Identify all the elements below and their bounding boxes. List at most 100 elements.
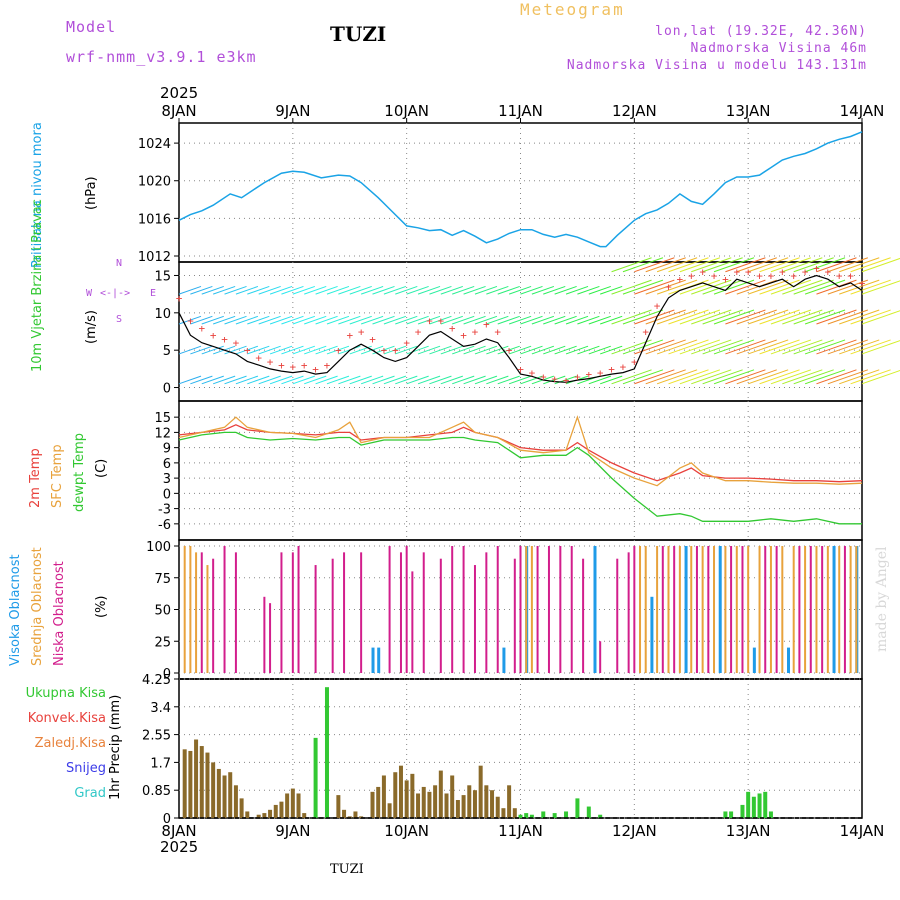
wind-gust-mark: + <box>244 344 251 357</box>
wind-barb <box>725 339 766 355</box>
wind-barb <box>235 315 259 325</box>
precip-bar <box>199 746 204 818</box>
precip-bar <box>398 765 403 818</box>
cloud-bar <box>684 546 688 673</box>
precip-bar <box>507 785 512 818</box>
wind-barb <box>224 315 247 325</box>
wind-barb <box>748 369 789 385</box>
wind-gust-mark: + <box>198 322 205 335</box>
precip-bar <box>495 796 500 818</box>
wind-barb <box>804 369 846 385</box>
wind-barb <box>645 369 686 385</box>
wind-barb <box>258 315 281 325</box>
wind-barb <box>850 309 891 325</box>
wind-gust-mark: + <box>267 355 274 368</box>
wind-gust-mark: + <box>654 299 661 312</box>
wind-barb <box>736 309 777 325</box>
wind-barb <box>190 375 213 385</box>
wind-gust-mark: + <box>506 344 513 357</box>
wind-gust-mark: + <box>551 373 558 386</box>
precip-bar <box>347 816 352 818</box>
wind-barb <box>713 369 755 385</box>
wind-barb <box>702 339 743 355</box>
wind-barb <box>793 369 834 385</box>
cloud-bar <box>360 552 363 673</box>
precip-bar <box>353 811 358 818</box>
wind-barb <box>816 309 857 325</box>
wind-barb <box>360 285 384 295</box>
precip-tick-label: 2.55 <box>142 729 171 744</box>
wind-barb <box>315 315 338 325</box>
wind-barb <box>338 315 361 325</box>
cloud-bar <box>502 647 506 673</box>
precip-bar <box>404 780 409 818</box>
wind-gust-mark: + <box>688 269 695 282</box>
wind-barb <box>770 279 812 295</box>
time-label-bottom: 14JAN <box>840 822 885 840</box>
wind-barb <box>486 285 509 295</box>
wind-barb <box>452 345 475 355</box>
wind-barb <box>543 345 566 355</box>
wind-barb <box>178 375 202 385</box>
cloud-bar <box>724 546 727 673</box>
wind-gust-mark: + <box>221 333 228 346</box>
wind-barb <box>645 279 686 295</box>
cloud-bar <box>593 546 597 673</box>
wind-barb <box>543 375 566 385</box>
cloud-bar <box>473 565 476 673</box>
wind-barb <box>782 257 823 273</box>
wind-barb <box>827 339 869 355</box>
wind-barb <box>235 345 259 355</box>
cloud-bar <box>730 546 733 673</box>
precip-bar <box>387 803 392 818</box>
wind-barb <box>668 309 709 325</box>
wind-barb <box>770 309 812 325</box>
cloud-bar <box>547 546 550 673</box>
wind-gust-mark: + <box>677 273 684 286</box>
wind-barb <box>839 279 880 295</box>
wind-barb <box>691 339 732 355</box>
time-label-top: 9JAN <box>275 102 310 120</box>
wind-gust-mark: + <box>312 363 319 376</box>
wind-barb <box>804 279 846 295</box>
time-label-top: 13JAN <box>726 102 771 120</box>
precip-bar <box>194 739 199 818</box>
cloud-bar <box>838 546 841 673</box>
cloud-bar <box>223 546 226 673</box>
wind-barb <box>315 375 338 385</box>
precip-bar <box>427 791 432 818</box>
wind-gust-mark: + <box>563 374 570 387</box>
wind-barb <box>190 315 213 325</box>
wind-barb <box>588 315 611 325</box>
cloud-bar <box>815 546 818 673</box>
wind-barb <box>463 315 486 325</box>
precip-bar <box>450 775 455 818</box>
precip-bar <box>552 813 557 818</box>
cloud-bar <box>212 558 215 673</box>
wind-barb <box>440 375 463 385</box>
wind-tick-label: 0 <box>163 382 171 397</box>
precip-bar <box>472 790 477 818</box>
wind-barb <box>349 345 372 355</box>
cloud-tick-label: 0 <box>163 667 171 682</box>
precip-bar <box>484 785 489 818</box>
wind-gust-mark: + <box>608 363 615 376</box>
precip-bar <box>245 811 250 818</box>
station-title: TUZI <box>330 22 387 46</box>
temp-line-sfc <box>178 415 863 487</box>
cloud-bar <box>485 552 488 673</box>
cloud-bar <box>200 552 203 673</box>
cloud-bar <box>570 546 573 673</box>
wind-gust-mark: + <box>813 262 820 275</box>
wind-barb <box>600 345 623 355</box>
wind-barb <box>474 345 498 355</box>
wind-gust-mark: + <box>790 269 797 282</box>
cloud-bar <box>462 546 465 673</box>
cloud-bar <box>741 546 744 673</box>
wind-barb <box>679 257 721 273</box>
wind-barb <box>452 315 475 325</box>
wind-barb <box>634 339 675 355</box>
wind-gust-mark: + <box>517 363 524 376</box>
cloud-bar <box>411 571 414 673</box>
